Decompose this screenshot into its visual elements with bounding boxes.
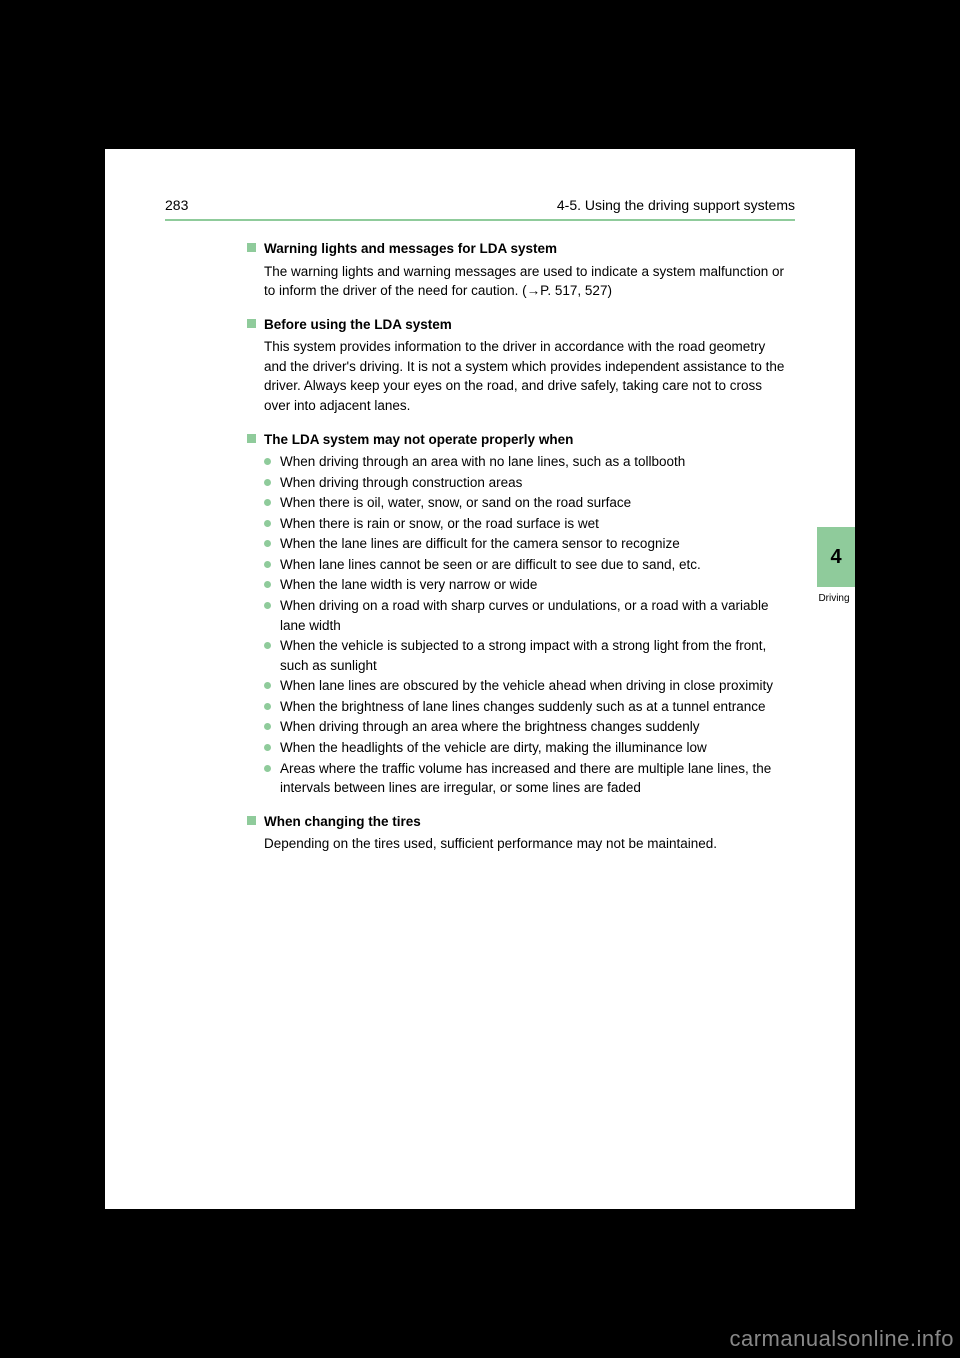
list-item: When lane lines cannot be seen or are di… <box>264 555 785 575</box>
section-heading: Warning lights and messages for LDA syst… <box>247 239 785 259</box>
bullet-text: When the headlights of the vehicle are d… <box>280 738 785 758</box>
manual-page: 283 4-5. Using the driving support syste… <box>105 149 855 1209</box>
bullet-text: When the brightness of lane lines change… <box>280 697 785 717</box>
bullet-text: When driving on a road with sharp curves… <box>280 596 785 635</box>
dot-icon <box>264 479 271 486</box>
list-item: When driving through an area with no lan… <box>264 452 785 472</box>
bullet-list: When driving through an area with no lan… <box>264 452 785 798</box>
section-may-not-operate: The LDA system may not operate properly … <box>247 430 785 798</box>
bullet-text: When driving through construction areas <box>280 473 785 493</box>
section-heading: When changing the tires <box>247 812 785 832</box>
list-item: When lane lines are obscured by the vehi… <box>264 676 785 696</box>
section-heading: Before using the LDA system <box>247 315 785 335</box>
dot-icon <box>264 602 271 609</box>
page-number: 283 <box>165 197 188 213</box>
header-divider <box>165 219 795 221</box>
section-changing-tires: When changing the tires Depending on the… <box>247 812 785 854</box>
dot-icon <box>264 520 271 527</box>
dot-icon <box>264 723 271 730</box>
bullet-text: Areas where the traffic volume has incre… <box>280 759 785 798</box>
chapter-tab: 4 <box>817 527 855 587</box>
square-bullet-icon <box>247 434 256 443</box>
list-item: When the lane lines are difficult for th… <box>264 534 785 554</box>
list-item: When the brightness of lane lines change… <box>264 697 785 717</box>
list-item: When driving through an area where the b… <box>264 717 785 737</box>
list-item: When there is oil, water, snow, or sand … <box>264 493 785 513</box>
section-before-using: Before using the LDA system This system … <box>247 315 785 416</box>
square-bullet-icon <box>247 319 256 328</box>
dot-icon <box>264 703 271 710</box>
page-header: 283 4-5. Using the driving support syste… <box>165 197 795 213</box>
bullet-text: When driving through an area with no lan… <box>280 452 785 472</box>
bullet-text: When lane lines cannot be seen or are di… <box>280 555 785 575</box>
square-bullet-icon <box>247 243 256 252</box>
heading-text: The LDA system may not operate properly … <box>264 430 573 450</box>
bullet-text: When lane lines are obscured by the vehi… <box>280 676 785 696</box>
list-item: When the lane width is very narrow or wi… <box>264 575 785 595</box>
dot-icon <box>264 561 271 568</box>
dot-icon <box>264 581 271 588</box>
bullet-text: When there is rain or snow, or the road … <box>280 514 785 534</box>
list-item: When the headlights of the vehicle are d… <box>264 738 785 758</box>
section-warning-lights: Warning lights and messages for LDA syst… <box>247 239 785 301</box>
dot-icon <box>264 458 271 465</box>
watermark-text: carmanualsonline.info <box>729 1326 954 1352</box>
heading-text: Warning lights and messages for LDA syst… <box>264 239 557 259</box>
chapter-number: 4 <box>830 546 841 568</box>
heading-text: Before using the LDA system <box>264 315 452 335</box>
section-title: 4-5. Using the driving support systems <box>557 197 795 213</box>
bullet-text: When the vehicle is subjected to a stron… <box>280 636 785 675</box>
list-item: When there is rain or snow, or the road … <box>264 514 785 534</box>
section-body: This system provides information to the … <box>264 337 785 415</box>
dot-icon <box>264 540 271 547</box>
dot-icon <box>264 499 271 506</box>
list-item: When the vehicle is subjected to a stron… <box>264 636 785 675</box>
bullet-text: When the lane lines are difficult for th… <box>280 534 785 554</box>
page-content: Warning lights and messages for LDA syst… <box>165 239 795 854</box>
dot-icon <box>264 642 271 649</box>
dot-icon <box>264 744 271 751</box>
bullet-text: When driving through an area where the b… <box>280 717 785 737</box>
bullet-text: When the lane width is very narrow or wi… <box>280 575 785 595</box>
list-item: When driving on a road with sharp curves… <box>264 596 785 635</box>
bullet-text: When there is oil, water, snow, or sand … <box>280 493 785 513</box>
list-item: Areas where the traffic volume has incre… <box>264 759 785 798</box>
heading-text: When changing the tires <box>264 812 421 832</box>
dot-icon <box>264 765 271 772</box>
section-body: Depending on the tires used, sufficient … <box>264 834 785 854</box>
chapter-label: Driving <box>817 593 851 604</box>
section-body: The warning lights and warning messages … <box>264 262 785 301</box>
dot-icon <box>264 682 271 689</box>
section-heading: The LDA system may not operate properly … <box>247 430 785 450</box>
list-item: When driving through construction areas <box>264 473 785 493</box>
square-bullet-icon <box>247 816 256 825</box>
